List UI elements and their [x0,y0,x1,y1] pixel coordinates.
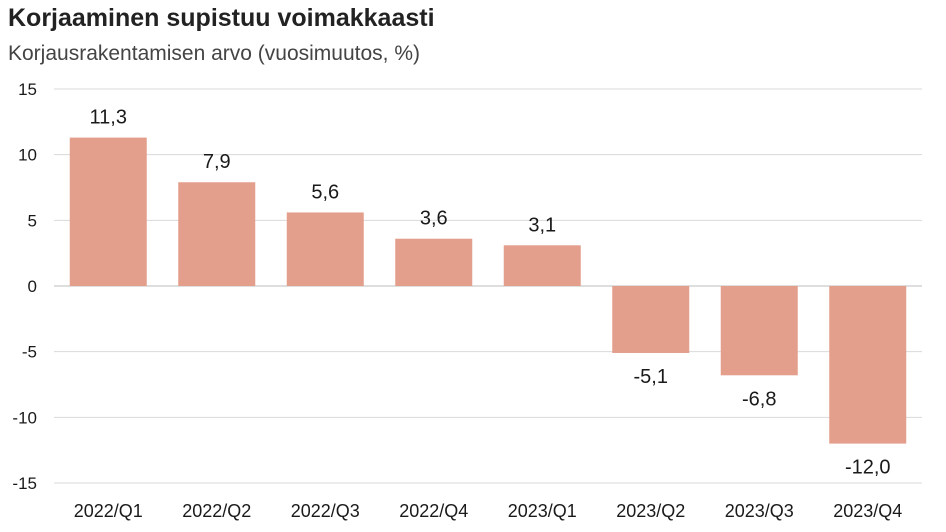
data-label: 11,3 [90,107,127,129]
data-label: 3,6 [420,208,448,230]
x-category-label: 2023/Q1 [508,501,577,521]
x-category-label: 2022/Q2 [182,501,251,521]
data-label: -5,1 [634,366,668,388]
data-label: 5,6 [311,181,339,203]
y-tick-label: 0 [28,277,37,296]
y-tick-label: -10 [12,408,37,427]
y-tick-label: 15 [18,80,37,99]
y-tick-label: -5 [22,343,37,362]
bar [395,238,473,286]
data-label: 3,1 [528,214,556,236]
x-category-label: 2023/Q3 [725,501,794,521]
x-category-label: 2022/Q1 [74,501,143,521]
x-category-label: 2022/Q4 [399,501,468,521]
data-labels: 11,3 7,9 5,6 3,6 3,1 -5,1 -6,8 -12,0 [90,107,891,479]
bar [829,286,907,444]
bar [178,182,256,286]
bar [503,245,581,286]
x-category-label: 2023/Q4 [833,501,902,521]
chart-title: Korjaaminen supistuu voimakkaasti [8,4,435,32]
x-axis-category-labels: 2022/Q1 2022/Q2 2022/Q3 2022/Q4 2023/Q1 2023/… [74,501,903,521]
bar [720,286,798,376]
y-tick-label: -15 [12,474,37,493]
chart-subtitle: Korjausrakentamisen arvo (vuosimuutos, %… [8,42,421,65]
data-label: -6,8 [742,388,776,410]
bars [69,137,907,444]
data-label: -12,0 [845,457,891,479]
x-category-label: 2023/Q2 [616,501,685,521]
x-category-label: 2022/Q3 [291,501,360,521]
data-label: 7,9 [203,151,231,173]
bar [612,286,690,353]
y-axis-tick-labels: 15 10 5 0 -5 -10 -15 [12,80,37,493]
y-tick-label: 10 [18,146,37,165]
y-tick-label: 5 [28,211,37,230]
bar [69,137,147,286]
bar [286,212,364,286]
